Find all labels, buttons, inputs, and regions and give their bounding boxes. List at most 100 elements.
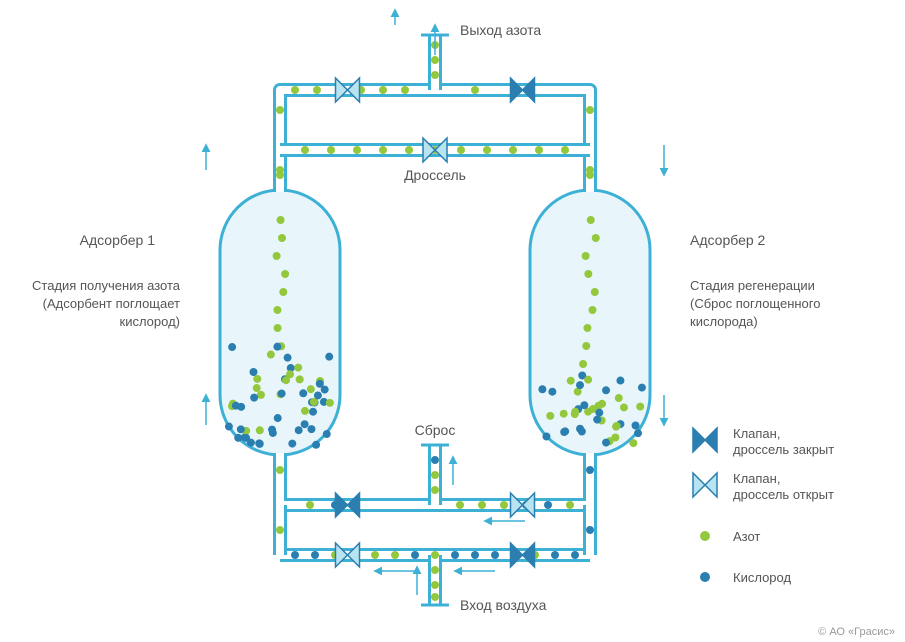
oxygen-dot xyxy=(325,353,333,361)
nitrogen-dot xyxy=(301,146,309,154)
nitrogen-dot xyxy=(277,216,285,224)
nitrogen-dot xyxy=(471,86,479,94)
oxygen-dot xyxy=(284,354,292,362)
nitrogen-dot xyxy=(588,306,596,314)
nitrogen-dot xyxy=(276,526,284,534)
nitrogen-dot xyxy=(353,146,361,154)
oxygen-dot xyxy=(616,377,624,385)
oxygen-dot xyxy=(309,408,317,416)
nitrogen-dot xyxy=(584,270,592,278)
nitrogen-dot xyxy=(560,410,568,418)
oxygen-dot xyxy=(311,551,319,559)
label-discharge: Сброс xyxy=(415,422,456,438)
nitrogen-dot xyxy=(561,146,569,154)
oxygen-dot xyxy=(278,390,286,398)
legend-valve-closed-icon xyxy=(693,428,717,452)
nitrogen-dot xyxy=(294,364,302,372)
valve-bot-right xyxy=(511,543,535,567)
nitrogen-dot xyxy=(274,324,282,332)
oxygen-dot xyxy=(274,414,282,422)
label-adsorber1-l2: (Адсорбент поглощает xyxy=(43,296,180,311)
oxygen-dot xyxy=(491,551,499,559)
nitrogen-dot xyxy=(595,402,603,410)
legend-open-l2: дроссель открыт xyxy=(733,487,834,502)
nitrogen-dot xyxy=(306,501,314,509)
nitrogen-dot xyxy=(509,146,517,154)
nitrogen-dot xyxy=(535,146,543,154)
valve-mid-right xyxy=(511,493,535,517)
label-adsorber2-l2: (Сброс поглощенного xyxy=(690,296,820,311)
legend-nitrogen-icon xyxy=(700,531,710,541)
nitrogen-dot xyxy=(457,146,465,154)
nitrogen-dot xyxy=(291,86,299,94)
oxygen-dot xyxy=(431,456,439,464)
oxygen-dot xyxy=(242,434,250,442)
label-adsorber1-title: Адсорбер 1 xyxy=(80,232,156,248)
nitrogen-dot xyxy=(307,385,315,393)
oxygen-dot xyxy=(307,425,315,433)
oxygen-dot xyxy=(471,551,479,559)
nitrogen-dot xyxy=(591,288,599,296)
legend-valve-open-icon xyxy=(693,473,717,497)
label-adsorber2-l3: кислорода) xyxy=(690,314,758,329)
nitrogen-dot xyxy=(253,375,261,383)
throttle-valve xyxy=(423,138,447,162)
nitrogen-dot xyxy=(256,426,264,434)
oxygen-dot xyxy=(586,526,594,534)
valve-mid-left xyxy=(336,493,360,517)
oxygen-dot xyxy=(228,343,236,351)
nitrogen-dot xyxy=(431,566,439,574)
oxygen-dot xyxy=(634,429,642,437)
label-nitrogen-out: Выход азота xyxy=(460,22,541,38)
oxygen-dot xyxy=(538,385,546,393)
oxygen-dot xyxy=(593,416,601,424)
label-adsorber1-l1: Стадия получения азота xyxy=(32,278,181,293)
nitrogen-dot xyxy=(273,252,281,260)
nitrogen-dot xyxy=(279,288,287,296)
oxygen-dot xyxy=(571,551,579,559)
nitrogen-dot xyxy=(579,360,587,368)
nitrogen-dot xyxy=(379,146,387,154)
nitrogen-dot xyxy=(636,403,644,411)
valve-top-left xyxy=(336,78,360,102)
oxygen-dot xyxy=(237,425,245,433)
label-air-in: Вход воздуха xyxy=(460,597,547,613)
nitrogen-dot xyxy=(379,86,387,94)
nitrogen-dot xyxy=(566,501,574,509)
oxygen-dot xyxy=(595,409,603,417)
nitrogen-dot xyxy=(286,370,294,378)
oxygen-dot xyxy=(255,439,263,447)
nitrogen-dot xyxy=(500,501,508,509)
nitrogen-dot xyxy=(431,581,439,589)
nitrogen-dot xyxy=(611,433,619,441)
nitrogen-dot xyxy=(276,466,284,474)
label-adsorber2-title: Адсорбер 2 xyxy=(690,232,766,248)
oxygen-dot xyxy=(299,389,307,397)
oxygen-dot xyxy=(273,343,281,351)
oxygen-dot xyxy=(312,441,320,449)
oxygen-dot xyxy=(544,501,552,509)
oxygen-dot xyxy=(250,368,258,376)
nitrogen-dot xyxy=(405,146,413,154)
oxygen-dot xyxy=(578,427,586,435)
legend-closed-l1: Клапан, xyxy=(733,426,780,441)
nitrogen-dot xyxy=(584,376,592,384)
nitrogen-dot xyxy=(431,56,439,64)
nitrogen-dot xyxy=(278,234,286,242)
oxygen-dot xyxy=(237,403,245,411)
oxygen-dot xyxy=(632,422,640,430)
nitrogen-dot xyxy=(629,439,637,447)
oxygen-dot xyxy=(551,551,559,559)
nitrogen-dot xyxy=(587,216,595,224)
oxygen-dot xyxy=(301,420,309,428)
legend-oxygen: Кислород xyxy=(733,570,791,585)
oxygen-dot xyxy=(548,388,556,396)
nitrogen-dot xyxy=(313,86,321,94)
oxygen-dot xyxy=(602,386,610,394)
legend-closed-l2: дроссель закрыт xyxy=(733,442,834,457)
oxygen-dot xyxy=(451,551,459,559)
oxygen-dot xyxy=(291,551,299,559)
nitrogen-dot xyxy=(583,324,591,332)
nitrogen-dot xyxy=(431,486,439,494)
oxygen-dot xyxy=(250,394,258,402)
